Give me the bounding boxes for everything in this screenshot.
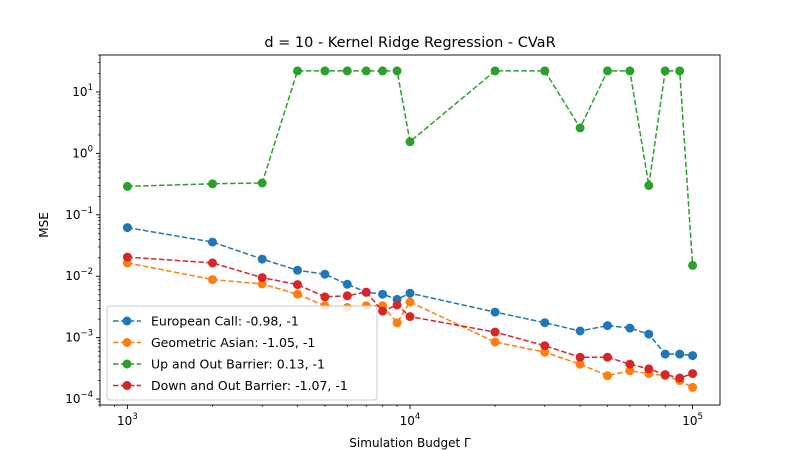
data-point <box>320 292 330 302</box>
data-point <box>625 66 635 76</box>
data-point <box>603 371 612 381</box>
data-point <box>644 329 654 339</box>
data-point <box>688 351 698 361</box>
data-point <box>257 254 267 264</box>
data-point <box>625 359 635 369</box>
data-point <box>208 258 217 268</box>
data-point <box>361 287 371 297</box>
data-point <box>675 373 685 383</box>
data-point <box>122 252 132 262</box>
y-axis-label: MSE <box>37 212 51 238</box>
data-point <box>392 300 402 310</box>
data-point <box>378 66 388 76</box>
data-point <box>293 66 302 76</box>
data-point <box>320 66 330 76</box>
data-point <box>257 279 267 289</box>
data-point <box>675 349 685 359</box>
data-point <box>342 291 352 301</box>
data-point <box>122 181 132 191</box>
y-tick-label: 10−4 <box>65 390 93 406</box>
data-point <box>378 306 388 316</box>
data-point <box>675 66 685 76</box>
legend-label: Down and Out Barrier: -1.07, -1 <box>151 378 348 393</box>
y-tick-label: 10−3 <box>65 329 93 345</box>
data-point <box>540 66 550 76</box>
legend-marker <box>122 381 132 390</box>
data-point <box>644 181 654 190</box>
data-point <box>540 341 550 351</box>
data-point <box>405 288 415 298</box>
legend-label: European Call: -0.98, -1 <box>151 314 299 329</box>
data-point <box>122 223 132 233</box>
legend-marker <box>122 338 132 347</box>
data-point <box>293 289 302 299</box>
data-point <box>603 352 612 362</box>
data-point <box>208 179 217 189</box>
data-point <box>660 66 670 76</box>
data-point <box>660 370 670 380</box>
data-point <box>392 66 402 76</box>
data-point <box>540 318 550 328</box>
plot-area: 103 104 105 10−4 10−3 10−2 10−1 100 101 <box>65 54 721 428</box>
series-line-2 <box>127 70 694 266</box>
data-point <box>320 269 330 279</box>
x-tick-label: 104 <box>400 412 421 428</box>
legend-marker <box>122 316 132 326</box>
data-point <box>540 347 550 357</box>
data-point <box>688 260 698 270</box>
data-point <box>208 237 217 247</box>
y-tick-label: 100 <box>72 144 93 160</box>
data-point <box>603 321 612 331</box>
data-point <box>490 66 500 76</box>
x-axis-label: Simulation Budget Γ <box>349 436 471 450</box>
data-point <box>208 275 217 285</box>
data-point <box>625 366 635 376</box>
data-point <box>575 123 585 133</box>
data-point <box>625 323 635 333</box>
data-point <box>257 178 267 188</box>
data-point <box>575 352 585 362</box>
x-tick-label: 103 <box>117 412 138 428</box>
data-point <box>688 369 698 379</box>
data-point <box>575 326 585 336</box>
data-point <box>257 273 267 283</box>
legend-box <box>106 305 378 401</box>
data-point <box>490 327 500 337</box>
data-point <box>660 349 670 359</box>
data-point <box>392 318 402 328</box>
data-point <box>405 312 415 322</box>
y-tick-label: 10−1 <box>65 206 93 222</box>
data-point <box>293 265 302 275</box>
legend-label: Up and Out Barrier: 0.13, -1 <box>151 357 325 372</box>
data-point <box>603 66 612 76</box>
data-point <box>490 307 500 317</box>
data-point <box>405 297 415 307</box>
y-tick-label: 101 <box>72 83 93 99</box>
y-tick-label: 10−2 <box>65 267 93 283</box>
data-point <box>293 280 302 290</box>
x-tick-label: 105 <box>682 412 703 428</box>
legend-label: Geometric Asian: -1.05, -1 <box>151 335 315 350</box>
data-point <box>378 289 388 299</box>
chart-title: d = 10 - Kernel Ridge Regression - CVaR <box>264 35 555 51</box>
data-point <box>361 66 371 76</box>
legend-marker <box>122 359 132 369</box>
data-point <box>490 337 500 347</box>
legend: European Call: -0.98, -1 Geometric Asian:… <box>106 305 378 401</box>
data-point <box>342 66 352 76</box>
axes-frame <box>99 54 721 406</box>
data-point <box>342 279 352 289</box>
data-point <box>575 359 585 369</box>
data-point <box>644 364 654 374</box>
data-point <box>688 382 698 392</box>
data-point <box>405 137 415 147</box>
